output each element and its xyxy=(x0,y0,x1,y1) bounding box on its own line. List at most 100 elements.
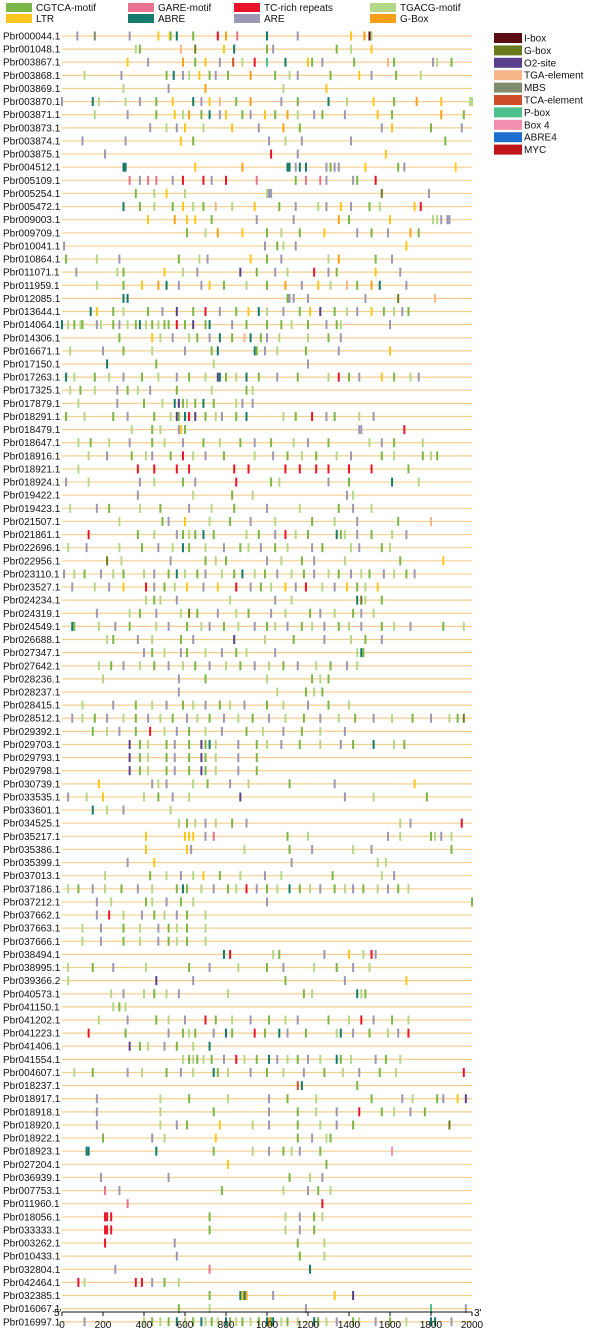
element-mark-cgtca-motif xyxy=(122,923,125,933)
element-mark-tgacg-motif xyxy=(138,936,141,946)
element-mark-abre xyxy=(106,359,109,369)
element-mark-tgacg-motif xyxy=(204,648,207,658)
gene-label: Pbr028512.1 xyxy=(3,714,61,725)
gene-label: Pbr016671.1 xyxy=(3,346,61,357)
element-mark-tc-rich-repeats xyxy=(225,175,227,185)
element-mark-tgacg-motif xyxy=(421,438,424,448)
element-mark-are xyxy=(173,766,176,776)
element-mark-are xyxy=(151,779,154,789)
element-mark-cgtca-motif xyxy=(186,648,189,658)
element-mark-cgtca-motif xyxy=(93,713,96,723)
element-mark-cgtca-motif xyxy=(274,110,277,120)
element-mark-tgacg-motif xyxy=(360,569,363,579)
element-mark-abre xyxy=(218,372,221,382)
gene-row: Pbr022956.1 xyxy=(3,556,472,567)
element-mark-are xyxy=(157,936,160,946)
element-mark-tgacg-motif xyxy=(280,871,283,881)
element-mark-cgtca-motif xyxy=(169,451,172,461)
element-mark-are xyxy=(177,280,180,290)
element-mark-abre xyxy=(87,1146,90,1156)
element-mark-tc-rich-repeats xyxy=(104,1225,107,1235)
element-mark-tgacg-motif xyxy=(278,333,281,343)
element-mark-cgtca-motif xyxy=(149,871,152,881)
element-mark-are xyxy=(358,372,361,382)
element-mark-are xyxy=(282,307,285,317)
element-mark-cgtca-motif xyxy=(188,963,191,973)
element-mark-cgtca-motif xyxy=(266,1067,268,1077)
element-mark-are xyxy=(167,1172,170,1182)
element-mark-are xyxy=(136,490,139,500)
gene-row: Pbr014306.1 xyxy=(3,333,472,344)
gene-row: Pbr034525.1 xyxy=(3,818,472,830)
element-mark-are xyxy=(190,844,193,854)
element-mark-cgtca-motif xyxy=(282,661,285,671)
element-mark-cgtca-motif xyxy=(294,175,297,185)
element-mark-tgacg-motif xyxy=(352,844,355,854)
gene-row: Pbr032804.1 xyxy=(3,1264,472,1276)
element-mark-cgtca-motif xyxy=(266,280,268,290)
element-mark-p-box xyxy=(266,57,268,67)
element-mark-cgtca-motif xyxy=(212,530,215,540)
element-mark-are xyxy=(401,307,404,317)
element-mark-cgtca-motif xyxy=(327,438,330,448)
element-mark-cgtca-motif xyxy=(214,1015,217,1025)
element-mark-are xyxy=(118,1186,121,1196)
element-mark-g-box xyxy=(249,70,252,80)
element-mark-tc-rich-repeats xyxy=(311,411,314,421)
element-mark-are xyxy=(165,897,168,907)
element-mark-tgacg-motif xyxy=(73,372,76,382)
element-mark-abre xyxy=(356,989,359,999)
gene-row: Pbr026688.1 xyxy=(3,635,472,646)
element-mark-are xyxy=(307,438,309,448)
element-mark-are xyxy=(175,1120,178,1130)
element-mark-gare-motif xyxy=(128,175,131,185)
gene-row: Pbr003873.1 xyxy=(3,123,472,134)
element-mark-tgacg-motif xyxy=(69,385,72,395)
element-mark-cgtca-motif xyxy=(157,792,160,802)
element-mark-cgtca-motif xyxy=(313,1225,316,1235)
element-mark-tgacg-motif xyxy=(348,621,350,631)
element-mark-abre xyxy=(360,648,363,658)
element-mark-tgacg-motif xyxy=(350,635,353,645)
element-mark-tgacg-motif xyxy=(67,320,70,330)
element-mark-ltr xyxy=(181,202,184,212)
element-mark-tgacg-motif xyxy=(81,936,84,946)
gene-label: Pbr041406.1 xyxy=(3,1042,61,1053)
element-mark-cgtca-motif xyxy=(177,254,180,264)
element-mark-tgacg-motif xyxy=(290,320,293,330)
element-mark-tgacg-motif xyxy=(192,897,195,907)
element-mark-tgacg-motif xyxy=(372,792,375,802)
element-mark-tgacg-motif xyxy=(343,530,346,540)
element-mark-are xyxy=(274,595,277,605)
element-mark-are xyxy=(95,1107,98,1117)
gene-label: Pbr018922.1 xyxy=(3,1134,61,1145)
element-mark-are xyxy=(112,700,115,710)
gene-row: Pbr018924.1 xyxy=(3,477,472,489)
element-mark-tgacg-motif xyxy=(368,438,371,448)
element-mark-tgacg-motif xyxy=(263,635,266,645)
element-mark-tgacg-motif xyxy=(417,477,420,487)
element-mark-cgtca-motif xyxy=(188,739,191,749)
element-mark-are xyxy=(282,726,285,736)
element-mark-cgtca-motif xyxy=(233,569,236,579)
element-mark-cgtca-motif xyxy=(348,215,350,225)
gene-row: Pbr017263.1 xyxy=(3,372,472,384)
element-mark-are xyxy=(136,884,139,894)
element-mark-ltr xyxy=(194,162,197,172)
element-mark-ltr xyxy=(456,1094,459,1104)
element-mark-cgtca-motif xyxy=(122,936,125,946)
element-mark-cgtca-motif xyxy=(333,411,336,421)
element-mark-are xyxy=(128,438,131,448)
element-mark-cgtca-motif xyxy=(362,648,365,658)
element-mark-tgacg-motif xyxy=(389,543,391,553)
element-mark-ltr xyxy=(323,228,326,238)
element-mark-abre xyxy=(208,110,211,120)
element-mark-g-box xyxy=(448,1120,451,1130)
element-mark-ltr xyxy=(372,97,375,107)
element-mark-are xyxy=(179,871,182,881)
element-mark-cgtca-motif xyxy=(456,713,459,723)
element-mark-tgacg-motif xyxy=(335,451,338,461)
element-mark-o2-site xyxy=(200,766,203,776)
element-mark-are xyxy=(325,320,328,330)
x-tick-label: 800 xyxy=(218,1320,235,1331)
